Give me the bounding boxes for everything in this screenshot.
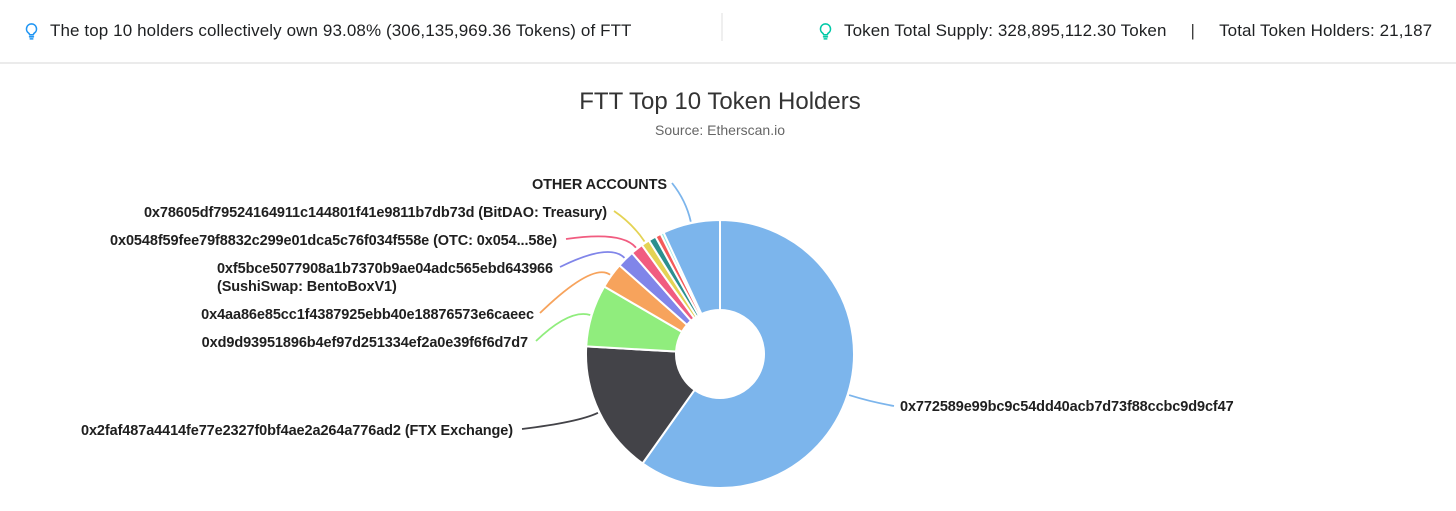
total-supply-text: Token Total Supply: 328,895,112.30 Token [844,21,1167,40]
chart-title: FTT Top 10 Token Holders [579,88,861,115]
pie-label-holder-1: 0x772589e99bc9c54dd40acb7d73f88ccbc9d9cf… [900,399,1234,415]
pie-label-holder-3: 0xd9d93951896b4ef97d251334ef2a0e39f6f6d7… [201,335,528,351]
total-holders-text: Total Token Holders: 21,187 [1219,21,1433,40]
pie-label-connector [535,313,591,342]
pie-slice[interactable] [641,219,855,489]
chart-subtitle: Source: Etherscan.io [655,122,785,138]
pie-label-connector [848,394,895,407]
pie-label-sushiswap: 0xf5bce5077908a1b7370b9ae04adc565ebd6439… [216,261,553,295]
pie-label-bitdao-treasury: 0x78605df79524164911c144801f41e9811b7db7… [143,205,607,221]
stats-separator: | [1190,21,1196,40]
top10-ownership-text: The top 10 holders collectively own 93.0… [50,21,632,40]
pie-slice[interactable] [585,345,696,465]
stats-bar: The top 10 holders collectively own 93.0… [0,0,1456,64]
pie-label-connector [521,412,599,430]
pie-label-otc: 0x0548f59fee79f8832c299e01dca5c76f034f55… [110,233,557,249]
pie-label-connector [559,251,626,268]
pie-slice[interactable] [662,219,721,316]
pie-label-connector [671,182,692,222]
pie-label-connector [613,210,646,242]
pie-label-holder-4: 0x4aa86e85cc1f4387925ebb40e18876573e6cae… [201,307,534,323]
stats-divider [721,13,723,41]
top10-ownership-note: The top 10 holders collectively own 93.0… [22,0,632,62]
lightbulb-icon [25,22,38,40]
supply-holders-note: Token Total Supply: 328,895,112.30 Token… [816,0,1432,62]
pie-label-other-accounts: OTHER ACCOUNTS [531,177,667,193]
pie-label-ftx-exchange: 0x2faf487a4414fe77e2327f0bf4ae2a264a776a… [80,423,513,439]
pie-label-connector [565,235,637,249]
lightbulb-icon [819,22,832,40]
